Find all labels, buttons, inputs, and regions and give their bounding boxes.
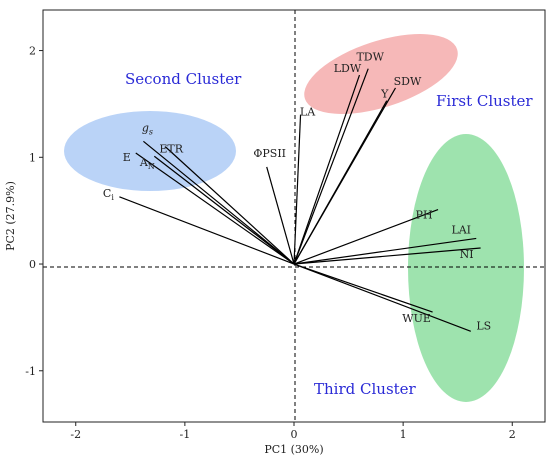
loading-label-ni: NI xyxy=(460,248,474,261)
loading-vector-ls xyxy=(293,263,472,332)
loading-vector-lai xyxy=(293,237,477,265)
loading-label-wue: WUE xyxy=(402,312,431,325)
loading-vector-ci xyxy=(119,196,295,265)
loading-vector-y xyxy=(293,100,388,265)
loading-label-sdw: SDW xyxy=(394,75,422,88)
x-tick-label: 2 xyxy=(509,428,516,441)
loading-label-lai: LAI xyxy=(451,223,471,236)
loading-label-ls: LS xyxy=(476,319,491,332)
loading-label-psii: ΦPSII xyxy=(253,147,286,160)
loading-vector-la xyxy=(293,114,302,265)
x-tick-label: 1 xyxy=(400,428,407,441)
third-cluster-label: Third Cluster xyxy=(314,380,417,398)
loading-label-an: AN xyxy=(139,156,155,171)
axis-ticks: -2 -1 0 1 2 -1 0 1 2 xyxy=(25,45,515,441)
x-tick-label: 0 xyxy=(291,428,298,441)
loading-vector-etr xyxy=(164,146,295,265)
loading-vector-wue xyxy=(293,263,433,313)
loading-vector-ldw xyxy=(293,74,361,265)
loading-label-tdw: TDW xyxy=(356,51,384,64)
y-tick-label: 0 xyxy=(29,258,36,271)
loading-label-la: LA xyxy=(300,106,316,119)
loading-label-etr: ETR xyxy=(159,143,183,156)
loading-vector-an xyxy=(153,155,295,265)
loading-label-e: E xyxy=(123,151,131,164)
second-cluster-label: Second Cluster xyxy=(125,70,242,88)
loading-label-ph: PH xyxy=(416,209,433,222)
loading-vector-gs xyxy=(143,140,295,265)
x-tick-label: -1 xyxy=(180,428,191,441)
loading-vectors xyxy=(119,68,481,332)
loading-vector-e xyxy=(135,152,295,265)
third-cluster-ellipse xyxy=(408,134,524,402)
first-cluster-label: First Cluster xyxy=(436,92,533,110)
y-axis-title: PC2 (27.9%) xyxy=(4,181,17,251)
loading-vector-ni xyxy=(293,247,481,265)
loading-vector-ph xyxy=(293,209,439,265)
y-tick-label: 1 xyxy=(29,151,36,164)
second-cluster-ellipse xyxy=(64,111,236,191)
x-tick-label: -2 xyxy=(70,428,81,441)
x-axis-title: PC1 (30%) xyxy=(264,443,323,456)
loading-label-y: Y xyxy=(380,88,389,101)
loading-vector-tdw xyxy=(293,68,369,265)
y-tick-label: 2 xyxy=(29,45,36,58)
first-cluster-ellipse xyxy=(304,34,458,114)
loading-label-ldw: LDW xyxy=(334,62,362,75)
y-tick-label: -1 xyxy=(25,365,36,378)
loading-label-ci: Ci xyxy=(103,187,114,202)
loading-vector-psii xyxy=(266,166,295,265)
loading-label-gs: gs xyxy=(142,121,153,136)
